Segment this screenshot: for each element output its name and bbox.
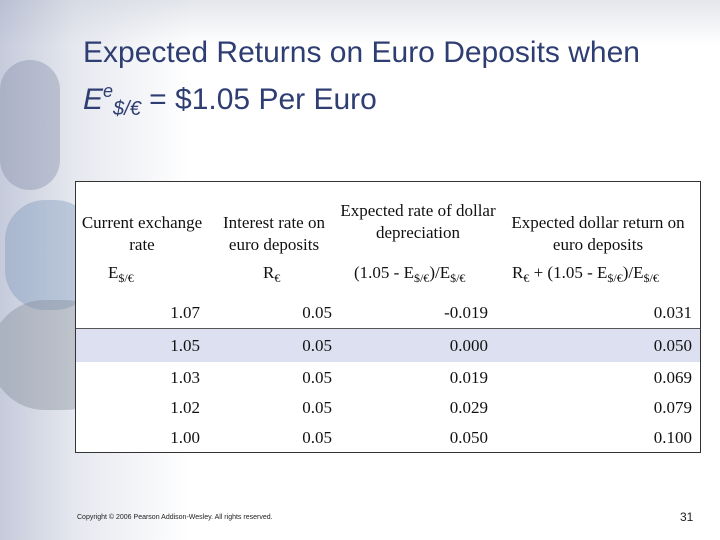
slide-title: Expected Returns on Euro Deposits when E… (83, 34, 703, 128)
table-rule (76, 328, 700, 329)
cell-exchange-rate: 1.03 (170, 368, 200, 387)
cell-interest-rate: 0.05 (302, 336, 332, 355)
symbol-subscript: $/€ (413, 271, 430, 285)
title-e-subscript: $/€ (113, 98, 141, 120)
title-e-superscript: e (103, 81, 114, 101)
symbol-text: )/E (622, 263, 644, 282)
table-row: 1.02 0.05 0.029 0.079 (76, 391, 700, 424)
symbol-text: + (1.05 - E (529, 263, 608, 282)
table-header-row: Current exchange rate Interest rate on e… (76, 182, 700, 262)
cell-exchange-rate: 1.07 (170, 303, 200, 322)
symbol-text: (1.05 - E (354, 263, 414, 282)
header-current-exchange-rate: Current exchange rate (81, 213, 203, 254)
cell-depreciation: 0.050 (449, 428, 488, 447)
title-rest: = $1.05 Per Euro (140, 83, 377, 116)
header-expected-return: Expected dollar return on euro deposits (511, 213, 685, 254)
cell-interest-rate: 0.05 (302, 368, 332, 387)
symbol-subscript: $/€ (118, 271, 134, 285)
symbol-text: R (263, 263, 275, 282)
cell-exchange-rate: 1.00 (170, 428, 200, 447)
cell-exchange-rate: 1.05 (170, 336, 200, 355)
symbol-subscript: € (274, 271, 281, 285)
symbol-exchange-rate: E$/€ (108, 262, 188, 289)
symbol-expected-return: R€ + (1.05 - E$/€)/E$/€ (512, 262, 702, 289)
cell-depreciation: 0.029 (449, 398, 488, 417)
cell-depreciation: 0.019 (449, 368, 488, 387)
cell-expected-return: 0.079 (653, 398, 692, 417)
copyright-notice: Copyright © 2006 Pearson Addison-Wesley.… (77, 514, 273, 521)
symbol-text: E (108, 263, 119, 282)
symbol-subscript: $/€ (450, 271, 466, 285)
cell-expected-return: 0.050 (653, 336, 692, 355)
cell-depreciation: -0.019 (444, 303, 488, 322)
cell-expected-return: 0.031 (653, 303, 692, 322)
table-row: 1.05 0.05 0.000 0.050 (76, 329, 700, 362)
symbol-interest-rate: R€ (263, 262, 323, 289)
cell-depreciation: 0.000 (449, 336, 488, 355)
symbol-text: )/E (429, 263, 451, 282)
table-row: 1.03 0.05 0.019 0.069 (76, 361, 700, 394)
symbol-subscript: € (523, 271, 530, 285)
header-interest-rate: Interest rate on euro deposits (223, 213, 325, 254)
table-row: 1.07 0.05 -0.019 0.031 (76, 296, 700, 329)
title-line-2: Ee$/€ = $1.05 Per Euro (83, 72, 703, 128)
cell-exchange-rate: 1.02 (170, 398, 200, 417)
symbol-text: R (512, 263, 524, 282)
symbol-subscript: $/€ (643, 271, 659, 285)
header-expected-depreciation: Expected rate of dollar depreciation (340, 201, 496, 242)
page-number: 31 (680, 510, 694, 524)
cell-interest-rate: 0.05 (302, 398, 332, 417)
cell-interest-rate: 0.05 (302, 428, 332, 447)
table-symbol-row: E$/€ R€ (1.05 - E$/€)/E$/€ R€ + (1.05 - … (76, 262, 700, 285)
cell-expected-return: 0.100 (653, 428, 692, 447)
table-row: 1.00 0.05 0.050 0.100 (76, 421, 700, 454)
symbol-subscript: $/€ (607, 271, 623, 285)
cell-expected-return: 0.069 (653, 368, 692, 387)
title-line-1: Expected Returns on Euro Deposits when (83, 36, 640, 69)
background-shape (0, 60, 60, 190)
title-e: E (83, 83, 104, 116)
symbol-depreciation: (1.05 - E$/€)/E$/€ (354, 262, 504, 289)
cell-interest-rate: 0.05 (302, 303, 332, 322)
returns-table: Current exchange rate Interest rate on e… (75, 181, 701, 453)
